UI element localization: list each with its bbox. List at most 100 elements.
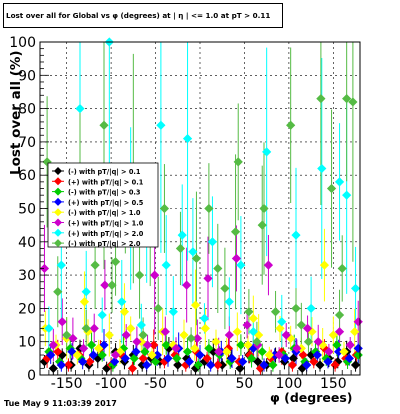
data-point bbox=[339, 347, 349, 357]
data-point bbox=[206, 360, 216, 370]
data-point bbox=[39, 263, 50, 274]
data-point bbox=[90, 260, 100, 270]
data-point bbox=[195, 350, 205, 360]
data-point bbox=[46, 350, 56, 360]
data-point bbox=[170, 350, 180, 360]
data-point bbox=[62, 330, 72, 340]
axes bbox=[39, 41, 361, 376]
legend-label: (-) with pT/|q| > 1.0 bbox=[68, 209, 141, 218]
y-tick-label: 80 bbox=[18, 102, 36, 118]
data-point bbox=[220, 283, 230, 294]
data-point bbox=[286, 120, 296, 130]
data-point bbox=[56, 260, 66, 270]
data-point bbox=[334, 310, 345, 320]
data-point bbox=[188, 247, 198, 257]
data-point bbox=[334, 327, 345, 337]
data-point bbox=[342, 190, 352, 200]
data-point bbox=[134, 270, 145, 280]
data-point bbox=[190, 343, 200, 353]
data-point bbox=[56, 360, 66, 370]
legend-marker bbox=[54, 187, 62, 196]
data-point bbox=[263, 260, 274, 270]
data-point bbox=[243, 340, 253, 350]
data-point bbox=[262, 147, 272, 157]
data-point bbox=[334, 347, 344, 357]
data-point bbox=[231, 253, 242, 264]
data-point bbox=[315, 360, 325, 370]
data-point bbox=[107, 280, 117, 290]
data-point bbox=[236, 340, 246, 350]
data-point bbox=[171, 343, 181, 353]
data-point bbox=[277, 317, 287, 327]
data-point bbox=[99, 120, 109, 130]
data-point bbox=[204, 343, 214, 353]
timestamp: Tue May 9 11:03:39 2017 bbox=[4, 399, 117, 408]
legend-label: (+) with pT/|q| > 2.0 bbox=[68, 230, 144, 239]
data-point bbox=[202, 353, 212, 363]
data-point bbox=[93, 353, 103, 363]
legend-marker bbox=[54, 197, 62, 206]
data-point bbox=[318, 340, 328, 350]
data-point bbox=[259, 203, 269, 214]
x-tick-label: 50 bbox=[236, 376, 254, 392]
x-tick-label: -50 bbox=[144, 376, 167, 392]
data-point bbox=[270, 307, 281, 317]
y-tick-label: 60 bbox=[18, 168, 36, 184]
data-point bbox=[44, 323, 54, 333]
data-point bbox=[48, 340, 58, 350]
data-point bbox=[224, 330, 234, 340]
x-tick-label: 0 bbox=[196, 376, 205, 392]
data-point bbox=[235, 363, 245, 373]
data-point bbox=[86, 340, 97, 350]
data-point bbox=[156, 120, 166, 130]
y-tick-label: 100 bbox=[9, 35, 36, 51]
data-point bbox=[288, 353, 298, 363]
data-point bbox=[182, 133, 193, 144]
data-point bbox=[296, 320, 306, 330]
data-point bbox=[264, 350, 274, 360]
data-point bbox=[292, 343, 302, 353]
data-point bbox=[99, 340, 109, 350]
data-point bbox=[246, 353, 257, 363]
data-point bbox=[190, 363, 201, 373]
data-point bbox=[302, 360, 312, 370]
data-point bbox=[330, 360, 340, 370]
x-tick-label: 150 bbox=[320, 376, 347, 392]
data-point bbox=[342, 94, 352, 104]
data-point bbox=[160, 327, 170, 337]
data-point bbox=[353, 343, 363, 353]
legend-label: (-) with pT/|q| > 0.1 bbox=[68, 168, 141, 177]
data-point bbox=[255, 363, 266, 373]
legend-marker bbox=[54, 177, 62, 186]
data-point bbox=[161, 340, 171, 350]
data-point bbox=[121, 330, 131, 340]
data-point bbox=[182, 353, 192, 363]
data-point bbox=[152, 350, 162, 360]
y-tick-label: 50 bbox=[18, 202, 36, 218]
data-point bbox=[119, 307, 130, 317]
data-point bbox=[353, 350, 363, 360]
data-point bbox=[53, 347, 63, 357]
data-point bbox=[328, 330, 338, 340]
data-point bbox=[344, 353, 354, 363]
y-tick-label: 0 bbox=[27, 368, 36, 384]
data-point bbox=[142, 340, 153, 350]
x-tick-label: 100 bbox=[276, 376, 303, 392]
data-point bbox=[72, 350, 82, 360]
data-point bbox=[309, 357, 319, 367]
data-point bbox=[345, 340, 355, 350]
data-point bbox=[142, 360, 152, 370]
x-tick-label: -150 bbox=[51, 376, 83, 392]
tick-labels: -150 -100 -50 0 50 100 150 0 10 20 30 40 50 60 70 80 90 1… bbox=[9, 35, 346, 392]
data-point bbox=[182, 347, 193, 357]
data-point bbox=[248, 343, 258, 353]
data-point bbox=[203, 273, 213, 284]
data-point bbox=[303, 337, 314, 347]
data-point bbox=[182, 280, 192, 290]
legend: (-) with pT/|q| > 0.1(+) with pT/|q| > 0… bbox=[47, 162, 159, 249]
legend-marker bbox=[54, 218, 62, 227]
data-point bbox=[78, 357, 88, 367]
data-point bbox=[350, 360, 361, 370]
data-point bbox=[192, 333, 202, 343]
